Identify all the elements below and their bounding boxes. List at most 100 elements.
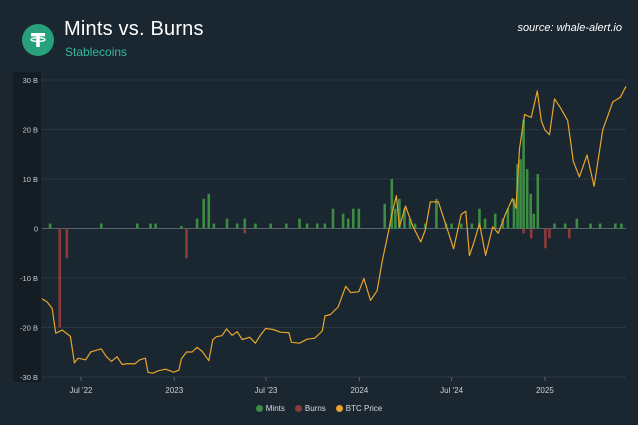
mint-bar: [383, 203, 386, 229]
x-tick-label: Jul '22: [70, 386, 93, 395]
line-layer: [41, 86, 627, 374]
mint-bar: [522, 119, 525, 229]
tether-t-glyph: [30, 33, 46, 47]
mint-bar: [341, 213, 345, 229]
mint-bar: [351, 208, 355, 229]
mint-bar: [254, 223, 257, 229]
axis-layer: 30 B 20 B 10 B 0 -10 B -20 B -30 B Jul '22 2023 J…: [13, 72, 554, 395]
mint-bar: [423, 223, 427, 229]
mint-bar: [136, 223, 139, 229]
mint-bar: [298, 218, 301, 229]
y-tick-label: -10 B: [20, 274, 38, 283]
source-credit: source: whale-alert.io: [517, 22, 622, 34]
mint-bar: [243, 218, 247, 229]
mint-bar: [519, 159, 522, 229]
mint-bar: [563, 223, 567, 229]
burn-bar: [185, 228, 188, 259]
x-tick-label: 2023: [165, 386, 183, 395]
mint-bar: [100, 223, 103, 229]
mint-bar: [180, 226, 183, 229]
y-tick-label: 10 B: [23, 175, 38, 184]
burn-bar: [65, 228, 69, 259]
mint-bar: [413, 223, 417, 229]
mint-bar: [346, 218, 350, 229]
chart-legend: Mints Burns BTC Price: [0, 404, 638, 413]
mint-bar: [269, 223, 272, 229]
mint-bar: [575, 218, 579, 229]
mint-bar: [48, 223, 52, 229]
mint-bar: [408, 218, 412, 229]
y-tick-label: -20 B: [20, 324, 38, 333]
mint-bar: [501, 218, 505, 229]
mint-bar: [589, 223, 592, 229]
burn-bar: [522, 228, 525, 234]
btc-price-line: [41, 86, 627, 374]
x-tick-label: Jul '23: [255, 386, 278, 395]
mint-bar: [450, 223, 453, 229]
mint-bar: [305, 223, 309, 229]
legend-swatch-mints: [255, 405, 263, 412]
y-tick-label: 20 B: [23, 126, 38, 135]
mint-bar: [529, 193, 532, 229]
mint-bar: [516, 164, 519, 229]
mint-bar: [212, 223, 216, 229]
chart-title: Mints vs. Burns: [64, 18, 204, 40]
legend-label-mints: Mints: [265, 404, 285, 413]
mint-bar: [620, 223, 623, 229]
mint-bar: [207, 193, 211, 229]
mint-bar: [235, 223, 239, 229]
tether-logo-icon: [22, 24, 54, 56]
y-axis-band: [13, 72, 41, 382]
mint-bar: [459, 223, 463, 229]
mint-bar: [195, 218, 199, 229]
mint-bar: [315, 223, 319, 229]
mint-bar: [403, 208, 406, 229]
mint-bar: [331, 208, 335, 229]
mint-bar: [225, 218, 229, 229]
y-tick-label: -30 B: [20, 373, 38, 382]
mint-bar: [493, 213, 497, 229]
mint-bar: [536, 174, 540, 229]
legend-swatch-btc-price: [335, 405, 343, 412]
burn-bar: [529, 228, 533, 239]
burn-bar: [548, 228, 551, 239]
legend-item-burns[interactable]: Burns: [294, 404, 326, 413]
y-tick-label: 0: [34, 225, 38, 234]
burn-bar: [567, 228, 571, 239]
burn-bar: [243, 228, 247, 234]
bar-layer: [48, 119, 623, 328]
legend-item-mints[interactable]: Mints: [255, 404, 285, 413]
legend-label-burns: Burns: [304, 404, 326, 413]
chart-svg: 30 B 20 B 10 B 0 -10 B -20 B -30 B Jul '22 2023 J…: [13, 72, 627, 395]
mint-bar: [149, 223, 152, 229]
mint-bar: [323, 223, 327, 229]
chart-subtitle: Stablecoins: [65, 45, 128, 59]
mint-bar: [202, 198, 206, 229]
chart-area: 30 B 20 B 10 B 0 -10 B -20 B -30 B Jul '22 2023 J…: [0, 70, 638, 420]
mint-bar: [390, 179, 394, 229]
x-tick-label: Jul '24: [440, 386, 463, 395]
mint-bar: [598, 223, 602, 229]
mint-bar: [512, 198, 516, 229]
mint-bar: [532, 213, 536, 229]
mint-bar: [285, 223, 288, 229]
mint-bar: [478, 208, 481, 229]
mint-bar: [398, 198, 401, 229]
chart-header: Mints vs. Burns Stablecoins source: whal…: [0, 0, 638, 70]
mint-bar: [435, 198, 438, 229]
mint-bar: [483, 218, 487, 229]
legend-label-btc-price: BTC Price: [345, 404, 383, 413]
mint-bar: [525, 169, 529, 229]
mint-bar: [154, 223, 157, 229]
mint-bar: [470, 223, 474, 229]
burn-bar: [544, 228, 547, 249]
legend-item-btc-price[interactable]: BTC Price: [335, 404, 383, 413]
burn-bar: [58, 228, 62, 328]
x-tick-label: 2024: [350, 386, 368, 395]
legend-swatch-burns: [294, 405, 302, 412]
mint-bar: [357, 208, 361, 229]
mint-bar: [614, 223, 617, 229]
mint-bar: [553, 223, 556, 229]
mint-bar: [394, 208, 397, 229]
mint-bar: [506, 208, 510, 229]
